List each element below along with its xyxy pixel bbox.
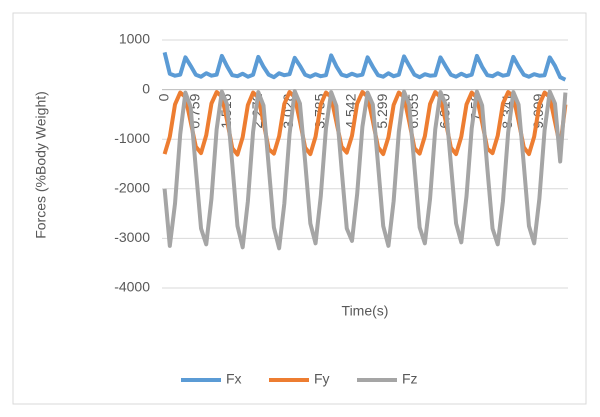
y-tick-label: -4000: [114, 279, 150, 295]
x-tick-label: 5.299: [374, 93, 390, 128]
legend-label: Fz: [402, 371, 418, 387]
x-tick-label: 0: [155, 93, 171, 101]
y-tick-label: 1000: [119, 31, 150, 47]
y-tick-label: -2000: [114, 180, 150, 196]
y-tick-label: -3000: [114, 229, 150, 245]
legend-label: Fx: [226, 371, 242, 387]
y-tick-label: 0: [142, 80, 150, 96]
y-axis-title: Forces (%Body Weight): [33, 91, 49, 239]
series-line: [162, 51, 567, 82]
y-tick-label: -1000: [114, 130, 150, 146]
legend-label: Fy: [314, 371, 330, 387]
x-axis-title: Time(s): [342, 303, 389, 319]
series-line: [162, 89, 568, 251]
